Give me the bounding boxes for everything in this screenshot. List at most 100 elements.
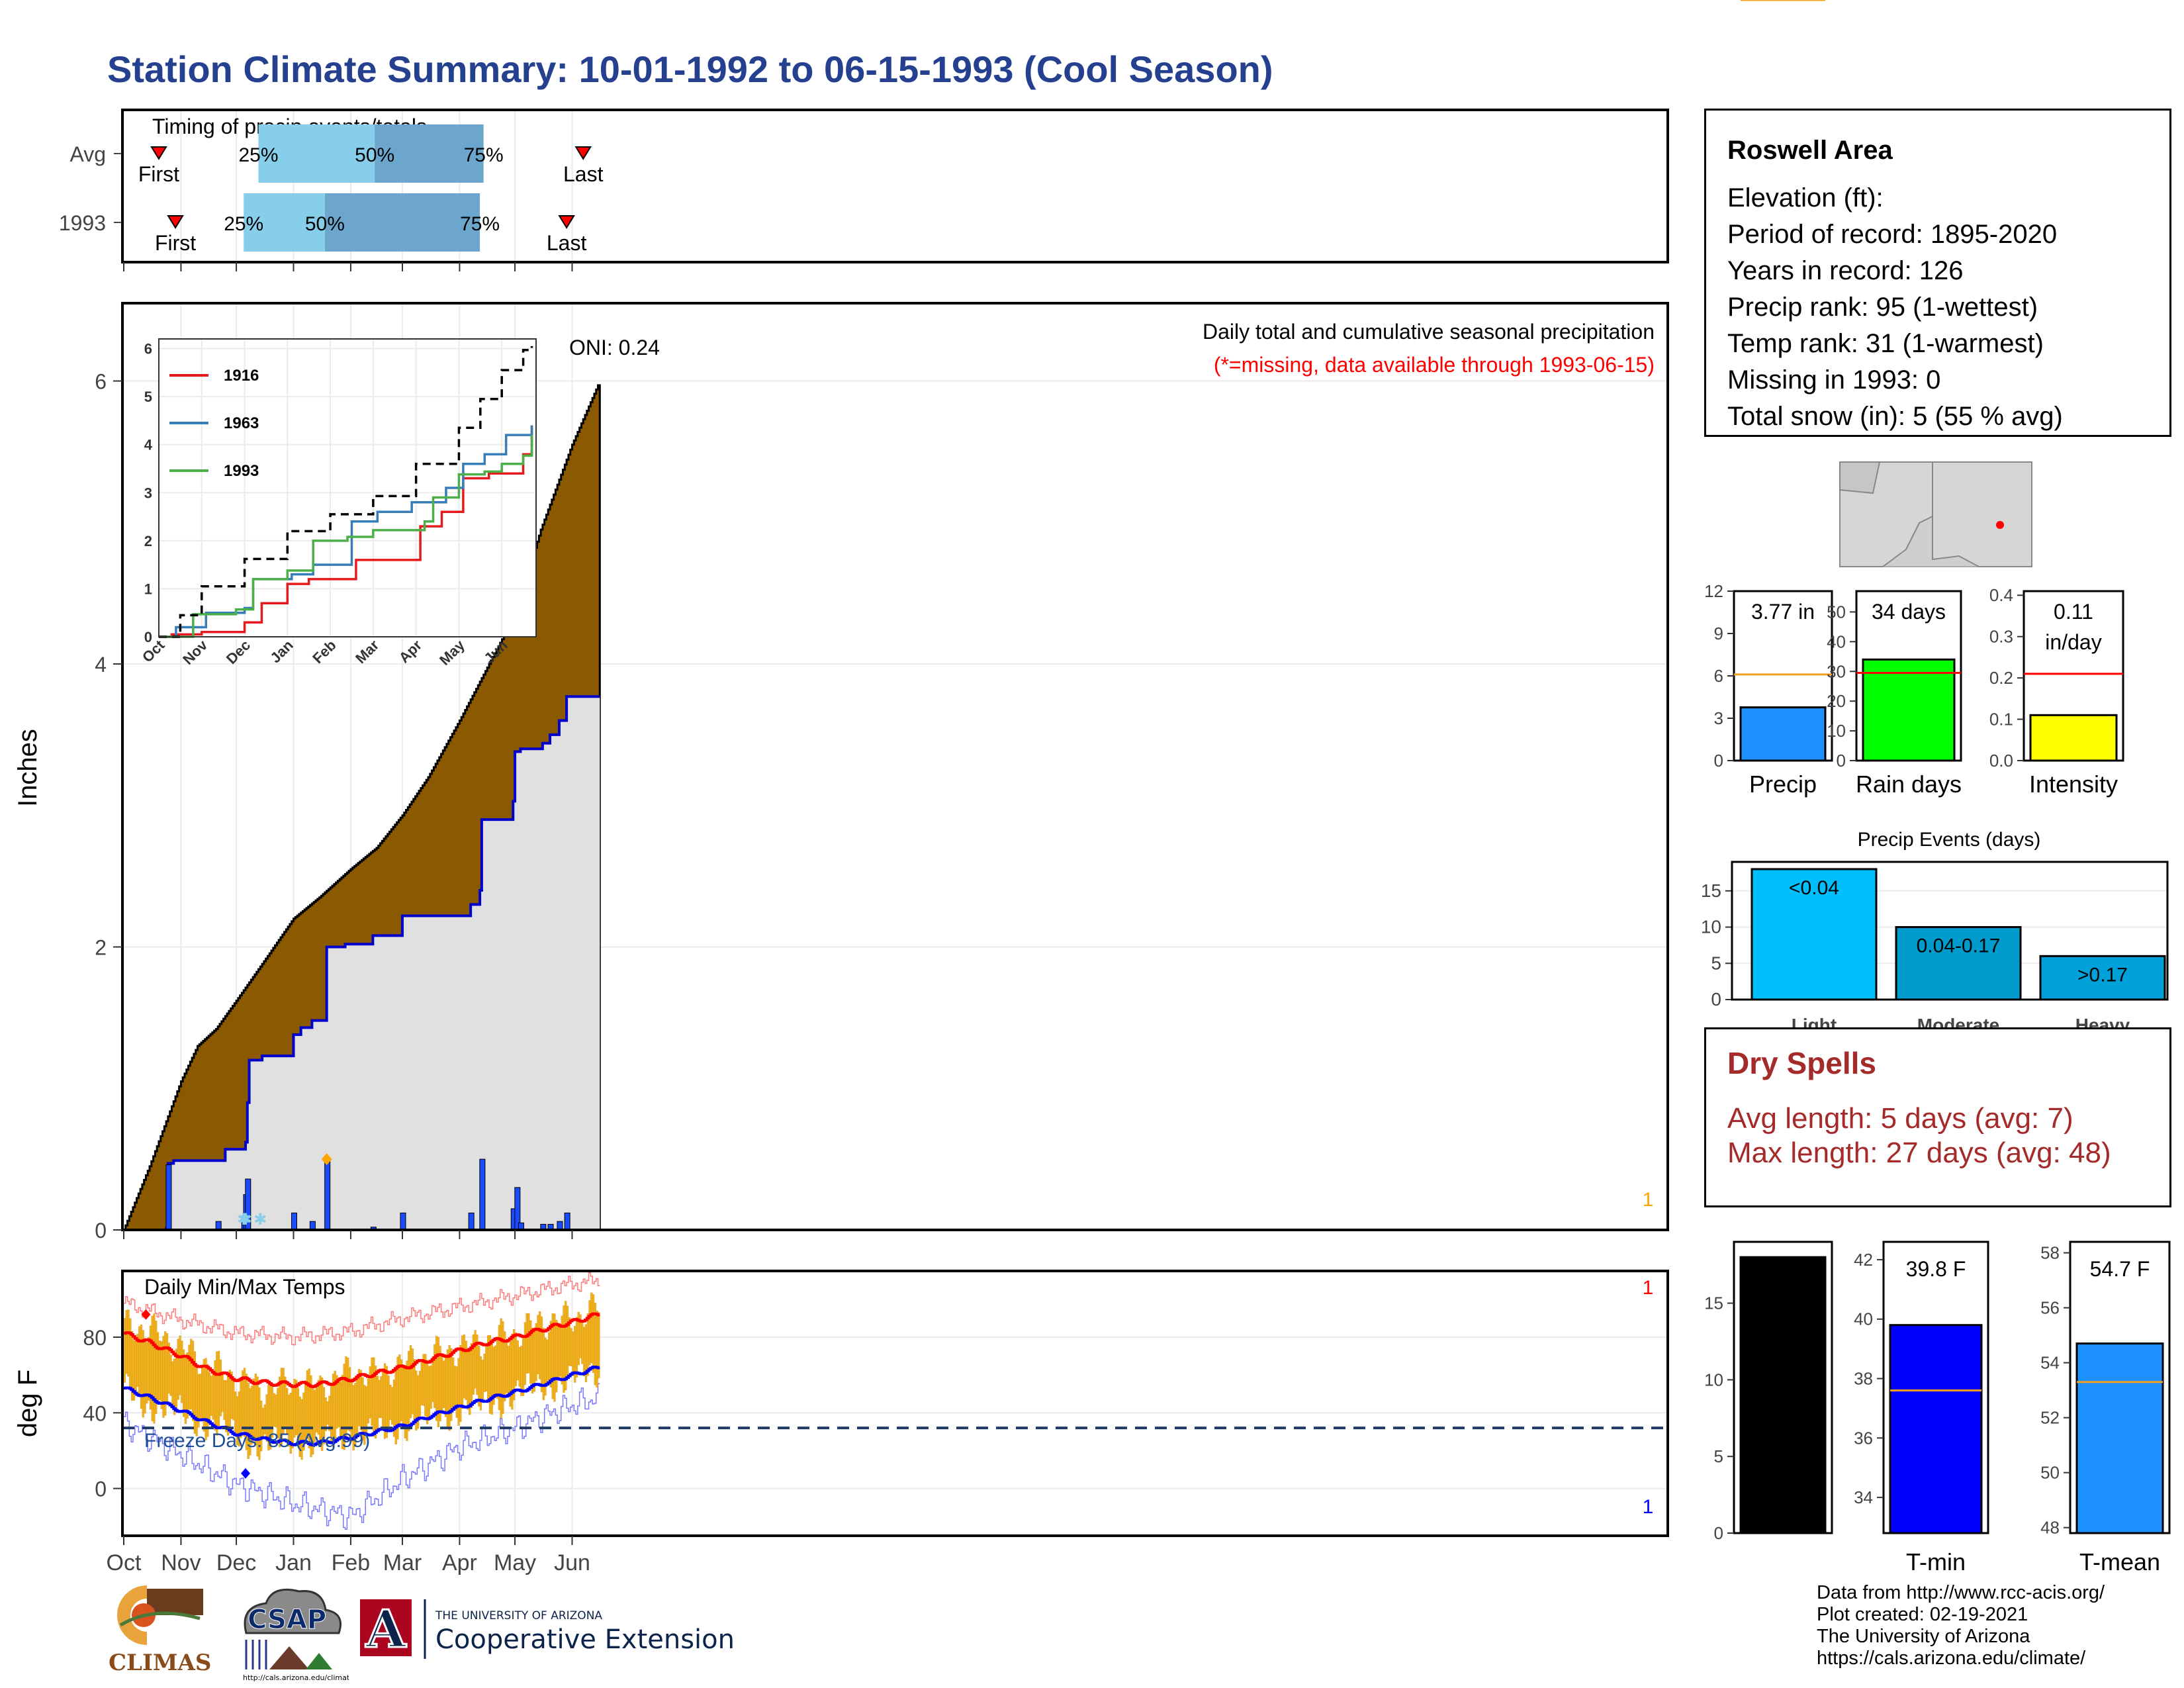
temp-bar-x-label: T-min: [1906, 1548, 1966, 1575]
daily-temp-bar: [502, 1321, 504, 1414]
current-cumulative-line: [122, 695, 600, 1231]
timing-label-75: 75%: [464, 144, 504, 166]
daily-temp-bar: [559, 1324, 561, 1377]
daily-temp-bar: [481, 1359, 484, 1403]
daily-temp-bar: [391, 1387, 394, 1425]
daily-temp-bar: [590, 1292, 593, 1364]
daily-temp-bar: [177, 1338, 179, 1400]
temp-corner-bottom: 1: [1643, 1496, 1654, 1518]
daily-precip-bar: [324, 1158, 331, 1231]
climas-logo: CLIMAS: [107, 1579, 220, 1678]
timing-label-75: 75%: [460, 213, 500, 235]
daily-temp-bar: [572, 1331, 574, 1376]
daily-temp-bar: [452, 1357, 455, 1410]
daily-temp-bar: [273, 1393, 275, 1427]
temp-xtick-label: Apr: [442, 1550, 477, 1575]
locator-map: [1839, 461, 2032, 567]
temp-panel-title: Daily Min/Max Temps: [144, 1275, 345, 1299]
timing-last-label: Last: [563, 162, 604, 186]
daily-temp-bar: [443, 1360, 445, 1408]
daily-temp-bar: [186, 1352, 189, 1419]
small-bar-ytick-label: 0.1: [1989, 710, 2013, 729]
precip-event-bar-label: <0.04: [1789, 877, 1839, 899]
daily-temp-bar: [216, 1351, 218, 1436]
inset-ytick-label: 6: [144, 341, 152, 357]
daily-temp-bar: [389, 1384, 392, 1421]
precip-event-bar-label: >0.17: [2077, 964, 2128, 986]
timing-first-label: First: [155, 231, 196, 255]
temp-bar-ytick-label: 52: [2040, 1408, 2060, 1428]
daily-precip-bar: [468, 1212, 475, 1231]
info-precip-rank: Precip rank: 95 (1-wettest): [1727, 293, 2038, 322]
inset-panel-bg: [159, 339, 536, 637]
daily-temp-bar: [470, 1343, 473, 1408]
daily-temp-bar: [525, 1313, 528, 1374]
daily-temp-bar: [505, 1342, 508, 1393]
daily-temp-bar: [409, 1345, 412, 1419]
daily-temp-bar: [378, 1380, 381, 1419]
daily-temp-bar: [219, 1359, 222, 1417]
daily-temp-bar: [201, 1366, 204, 1421]
record-temp-marker: [141, 1309, 151, 1320]
record-max-line: [124, 1272, 600, 1346]
daily-temp-bar: [448, 1344, 451, 1431]
daily-temp-bar: [221, 1372, 224, 1412]
small-bar-x-label: Rain days: [1856, 771, 1962, 798]
timing-label-50: 50%: [305, 213, 345, 235]
inset-ytick-label: 0: [144, 629, 152, 645]
daily-temp-bar: [153, 1313, 156, 1424]
avg-min-line: [124, 1366, 600, 1446]
temp-panel-border: [121, 1270, 1669, 1537]
daily-temp-bar: [535, 1323, 537, 1382]
timing-label-25: 25%: [239, 144, 279, 166]
precip-events-border: [1731, 861, 2169, 1001]
temp-bar-ytick-label: 48: [2040, 1518, 2060, 1538]
precip-y-axis-label: Inches: [13, 729, 42, 807]
small-bar-ytick-label: 30: [1827, 661, 1846, 681]
daily-temp-bar: [418, 1370, 422, 1417]
daily-temp-bar: [446, 1349, 449, 1429]
precip-event-bar: [1751, 868, 1878, 1001]
daily-temp-bar: [586, 1313, 589, 1376]
daily-temp-bar: [494, 1345, 497, 1396]
small-bar-ytick-label: 0.3: [1989, 627, 2013, 647]
ua-logo-graphic: A THE UNIVERSITY OF ARIZONA Cooperative …: [360, 1599, 735, 1661]
small-bar-value-label: 34 days: [1872, 600, 1946, 624]
snow-day-marker: ✱: [239, 1211, 252, 1229]
timing-panel-border: [121, 109, 1669, 263]
precip-events-ytick-label: 15: [1701, 880, 1721, 901]
daily-temp-bar: [533, 1329, 535, 1392]
small-bar-rain-days: 0 10 20 30 40 50 34 days Rain days: [1827, 590, 1962, 798]
daily-temp-bar: [151, 1315, 154, 1421]
small-bar-value-label-unit: in/day: [2045, 630, 2101, 654]
daily-temp-bar: [317, 1380, 320, 1435]
precip-events-ytick-label: 0: [1711, 989, 1721, 1009]
daily-temp-bar: [485, 1342, 488, 1392]
avg-max-line: [124, 1312, 600, 1388]
daily-temp-bar: [206, 1364, 209, 1437]
daily-temp-bar: [413, 1359, 416, 1422]
daily-temp-bar: [123, 1318, 126, 1383]
small-bar-x-label: Intensity: [2029, 771, 2118, 798]
daily-temp-bar: [223, 1380, 226, 1421]
daily-temp-bar: [516, 1340, 519, 1381]
daily-temp-bar: [540, 1316, 543, 1393]
temp-xtick-label: Feb: [332, 1550, 371, 1575]
daily-precip-bar: [564, 1212, 570, 1231]
daily-temp-bar: [507, 1346, 510, 1397]
dry-spells-title: Dry Spells: [1727, 1046, 1876, 1080]
precip-corner-marker: 1: [1643, 1189, 1654, 1211]
temp-ytick-label: 0: [95, 1477, 107, 1501]
precip-panel-border: [121, 302, 1669, 1231]
daily-temp-bar: [420, 1361, 423, 1405]
daily-temp-bar: [430, 1365, 432, 1409]
small-bar-value: [1739, 706, 1827, 762]
csap-logo-text: CSAP: [248, 1605, 326, 1635]
daily-temp-bar: [539, 1311, 541, 1380]
precip-events-title: Precip Events (days): [1858, 829, 2041, 851]
inset-legend-label: 1993: [224, 462, 259, 480]
daily-temp-bar: [144, 1338, 146, 1414]
small-bar-ytick-label: 9: [1714, 624, 1723, 643]
oni-label: ONI: 0.24: [569, 336, 660, 359]
